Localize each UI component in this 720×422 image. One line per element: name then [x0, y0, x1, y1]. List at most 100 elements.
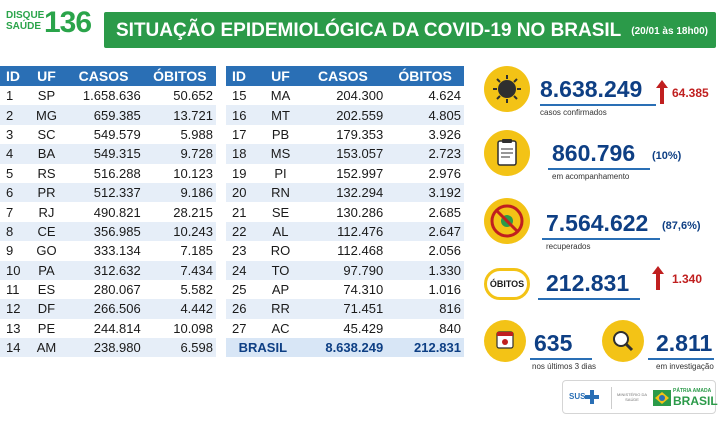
- cell-casos: 45.429: [299, 318, 387, 339]
- table-row: 24 TO 97.790 1.330: [226, 260, 464, 280]
- crossed-virus-icon: [484, 198, 530, 244]
- cell-casos: 202.559: [299, 105, 387, 125]
- ultimos3-value: 635: [534, 330, 573, 356]
- table-row: 10 PA 312.632 7.434: [0, 260, 216, 280]
- cell-id: 25: [226, 279, 262, 300]
- cell-id: 26: [226, 299, 262, 319]
- cell-uf: ES: [29, 279, 64, 300]
- table-row: 27 AC 45.429 840: [226, 318, 464, 339]
- cell-uf: PA: [29, 260, 64, 280]
- cell-casos: 74.310: [299, 279, 387, 300]
- cell-uf: AM: [29, 338, 64, 358]
- government-logos: SUS MINISTÉRIO DA SAÚDE PÁTRIA AMADA BRA…: [562, 380, 718, 414]
- cell-uf: PI: [261, 163, 300, 183]
- states-table-left: ID UF CASOS ÓBITOS 1 SP 1.658.636 50.652 2 MG…: [0, 66, 216, 358]
- virus-icon: [484, 66, 530, 112]
- cross-icon: [585, 390, 599, 404]
- table-row: 25 AP 74.310 1.016: [226, 279, 464, 300]
- cell-id: 9: [0, 241, 30, 261]
- cell-obitos: 10.123: [143, 163, 216, 183]
- cell-obitos: 1.330: [386, 260, 464, 280]
- cell-obitos: 10.098: [143, 318, 216, 339]
- cell-id: 16: [226, 105, 262, 125]
- total-row: BRASIL 8.638.249 212.831: [226, 338, 464, 358]
- recuperados-label: recuperados: [546, 242, 591, 251]
- cell-casos: 333.134: [63, 241, 144, 261]
- table-row: 18 MS 153.057 2.723: [226, 144, 464, 164]
- cell-id: 7: [0, 202, 30, 222]
- cell-obitos: 1.016: [386, 279, 464, 300]
- logo-divider: [611, 387, 612, 409]
- cell-id: 17: [226, 124, 262, 145]
- table-row: 26 RR 71.451 816: [226, 299, 464, 319]
- cell-casos: 356.985: [63, 221, 144, 242]
- cell-obitos: 2.685: [386, 202, 464, 222]
- col-id: ID: [226, 66, 262, 86]
- sus-logo: SUS: [569, 392, 586, 401]
- table-row: 12 DF 266.506 4.442: [0, 299, 216, 319]
- cell-obitos: 4.442: [143, 299, 216, 319]
- cell-uf: AP: [261, 279, 300, 300]
- table-row: 1 SP 1.658.636 50.652: [0, 86, 216, 106]
- obitos-badge: ÓBITOS: [484, 268, 530, 300]
- table-row: 15 MA 204.300 4.624: [226, 86, 464, 106]
- table-row: 3 SC 549.579 5.988: [0, 124, 216, 145]
- patria-line2: BRASIL: [673, 394, 718, 408]
- disque-line1: DISQUE: [6, 10, 45, 21]
- disque-saude-logo: DISQUE SAÚDE 136: [6, 6, 98, 46]
- cell-casos: 97.790: [299, 260, 387, 280]
- table-row: 14 AM 238.980 6.598: [0, 338, 216, 358]
- cell-id: 1: [0, 86, 30, 106]
- cell-casos: 71.451: [299, 299, 387, 319]
- cell-casos: 549.315: [63, 144, 144, 164]
- total-casos: 8.638.249: [299, 338, 387, 358]
- cell-id: 15: [226, 86, 262, 106]
- disque-number: 136: [44, 6, 92, 39]
- table-row: 8 CE 356.985 10.243: [0, 221, 216, 242]
- header-bar: SITUAÇÃO EPIDEMIOLÓGICA DA COVID-19 NO B…: [104, 12, 716, 48]
- cell-id: 3: [0, 124, 30, 145]
- cell-obitos: 9.728: [143, 144, 216, 164]
- clipboard-icon: [484, 130, 530, 176]
- table-row: 5 RS 516.288 10.123: [0, 163, 216, 183]
- cell-uf: CE: [29, 221, 64, 242]
- cell-uf: AL: [261, 221, 300, 242]
- cell-casos: 1.658.636: [63, 86, 144, 106]
- cell-obitos: 50.652: [143, 86, 216, 106]
- cell-obitos: 2.976: [386, 163, 464, 183]
- cell-uf: SC: [29, 124, 64, 145]
- cell-obitos: 7.434: [143, 260, 216, 280]
- table-row: 16 MT 202.559 4.805: [226, 105, 464, 125]
- cell-casos: 112.468: [299, 241, 387, 261]
- cell-id: 18: [226, 144, 262, 164]
- divider: [542, 238, 660, 240]
- cell-casos: 152.997: [299, 163, 387, 183]
- divider: [530, 358, 592, 360]
- divider: [648, 358, 714, 360]
- divider: [548, 168, 650, 170]
- cell-obitos: 3.926: [386, 124, 464, 145]
- up-arrow-icon: [656, 80, 668, 104]
- cell-uf: PB: [261, 124, 300, 145]
- cell-obitos: 4.624: [386, 86, 464, 106]
- cell-id: 11: [0, 279, 30, 300]
- confirmados-value: 8.638.249: [540, 76, 643, 102]
- col-casos: CASOS: [299, 66, 387, 86]
- cell-casos: 204.300: [299, 86, 387, 106]
- cell-uf: AC: [261, 318, 300, 339]
- investigacao-label: em investigação: [656, 362, 714, 371]
- cell-id: 22: [226, 221, 262, 242]
- cell-uf: BA: [29, 144, 64, 164]
- cell-uf: MG: [29, 105, 64, 125]
- table-row: 7 RJ 490.821 28.215: [0, 202, 216, 222]
- cell-obitos: 2.647: [386, 221, 464, 242]
- acompanhamento-value: 860.796: [552, 140, 636, 166]
- col-obitos: ÓBITOS: [386, 66, 464, 86]
- cell-casos: 153.057: [299, 144, 387, 164]
- cell-obitos: 5.988: [143, 124, 216, 145]
- cell-casos: 516.288: [63, 163, 144, 183]
- table-row: 17 PB 179.353 3.926: [226, 124, 464, 145]
- cell-id: 4: [0, 144, 30, 164]
- col-uf: UF: [29, 66, 64, 86]
- cell-uf: RN: [261, 182, 300, 203]
